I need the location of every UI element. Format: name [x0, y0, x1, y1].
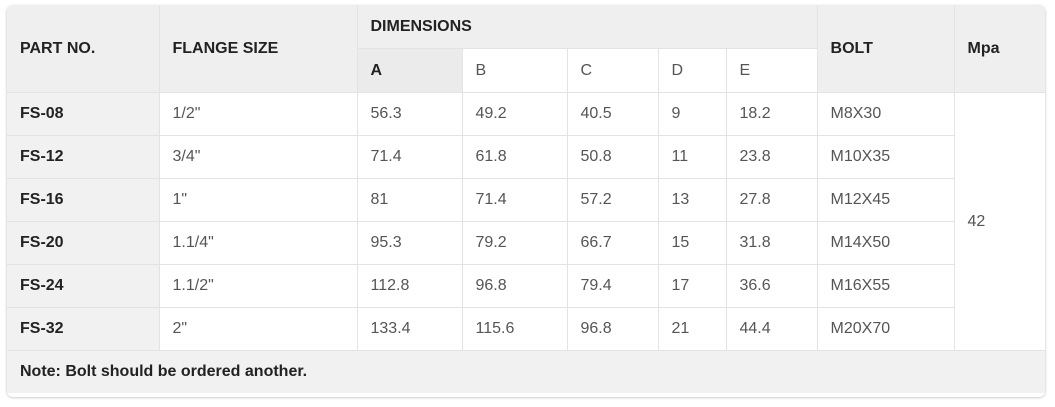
table-note: Note: Bolt should be ordered another. — [7, 350, 1045, 393]
dim-b-cell: 71.4 — [461, 178, 568, 222]
dim-a-cell: 71.4 — [356, 135, 463, 179]
flange-spec-table-card: PART NO. FLANGE SIZE DIMENSIONS BOLT Mpa… — [7, 6, 1045, 397]
flange-size-cell: 1/2" — [158, 92, 358, 136]
dim-c-cell: 79.4 — [566, 264, 659, 308]
dim-e-cell: 31.8 — [725, 221, 818, 265]
mpa-cell: 42 — [953, 92, 1045, 351]
dim-b-cell: 115.6 — [461, 307, 568, 351]
header-dimensions: DIMENSIONS — [356, 6, 818, 49]
dim-e-cell: 44.4 — [725, 307, 818, 351]
dim-b-cell: 79.2 — [461, 221, 568, 265]
bolt-cell: M16X55 — [816, 264, 955, 308]
dim-a-cell: 56.3 — [356, 92, 463, 136]
dim-d-cell: 13 — [657, 178, 727, 222]
dim-a-cell: 81 — [356, 178, 463, 222]
bolt-cell: M14X50 — [816, 221, 955, 265]
header-part-no: PART NO. — [7, 6, 160, 93]
part-no-cell: FS-24 — [7, 264, 160, 308]
table-row: FS-24 1.1/2" 112.8 96.8 79.4 17 36.6 M16… — [7, 264, 1045, 308]
table-row: FS-08 1/2" 56.3 49.2 40.5 9 18.2 M8X30 4… — [7, 92, 1045, 351]
part-no-cell: FS-32 — [7, 307, 160, 351]
dim-e-cell: 18.2 — [725, 92, 818, 136]
dim-b-cell: 96.8 — [461, 264, 568, 308]
header-dim-d: D — [657, 48, 727, 93]
dim-c-cell: 50.8 — [566, 135, 659, 179]
flange-size-cell: 3/4" — [158, 135, 358, 179]
dim-e-cell: 23.8 — [725, 135, 818, 179]
dim-a-cell: 133.4 — [356, 307, 463, 351]
flange-size-cell: 1.1/2" — [158, 264, 358, 308]
dim-b-cell: 61.8 — [461, 135, 568, 179]
dim-c-cell: 40.5 — [566, 92, 659, 136]
header-dim-c: C — [566, 48, 659, 93]
dim-b-cell: 49.2 — [461, 92, 568, 136]
dim-e-cell: 36.6 — [725, 264, 818, 308]
dim-d-cell: 15 — [657, 221, 727, 265]
dim-e-cell: 27.8 — [725, 178, 818, 222]
table-row: FS-20 1.1/4" 95.3 79.2 66.7 15 31.8 M14X… — [7, 221, 1045, 265]
table-row: FS-12 3/4" 71.4 61.8 50.8 11 23.8 M10X35 — [7, 135, 1045, 179]
bolt-cell: M12X45 — [816, 178, 955, 222]
part-no-cell: FS-16 — [7, 178, 160, 222]
header-dim-a: A — [357, 48, 463, 93]
header-flange-size: FLANGE SIZE — [158, 6, 358, 93]
dim-d-cell: 21 — [657, 307, 727, 351]
dim-d-cell: 9 — [657, 92, 727, 136]
bolt-cell: M8X30 — [816, 92, 955, 136]
header-dim-b: B — [461, 48, 568, 93]
flange-size-cell: 1.1/4" — [158, 221, 358, 265]
table-row: FS-32 2" 133.4 115.6 96.8 21 44.4 M20X70 — [7, 307, 1045, 351]
dim-a-cell: 95.3 — [356, 221, 463, 265]
part-no-cell: FS-20 — [7, 221, 160, 265]
header-dim-e: E — [725, 48, 818, 93]
part-no-cell: FS-12 — [7, 135, 160, 179]
dim-d-cell: 17 — [657, 264, 727, 308]
table-row: FS-16 1" 81 71.4 57.2 13 27.8 M12X45 — [7, 178, 1045, 222]
dim-a-cell: 112.8 — [356, 264, 463, 308]
dim-c-cell: 66.7 — [566, 221, 659, 265]
dim-d-cell: 11 — [657, 135, 727, 179]
flange-spec-table: PART NO. FLANGE SIZE DIMENSIONS BOLT Mpa… — [7, 6, 1045, 393]
bolt-cell: M20X70 — [816, 307, 955, 351]
header-mpa: Mpa — [953, 6, 1045, 93]
dim-c-cell: 57.2 — [566, 178, 659, 222]
bolt-cell: M10X35 — [816, 135, 955, 179]
flange-size-cell: 1" — [158, 178, 358, 222]
flange-size-cell: 2" — [158, 307, 358, 351]
header-bolt: BOLT — [816, 6, 955, 93]
part-no-cell: FS-08 — [7, 92, 160, 136]
dim-c-cell: 96.8 — [566, 307, 659, 351]
